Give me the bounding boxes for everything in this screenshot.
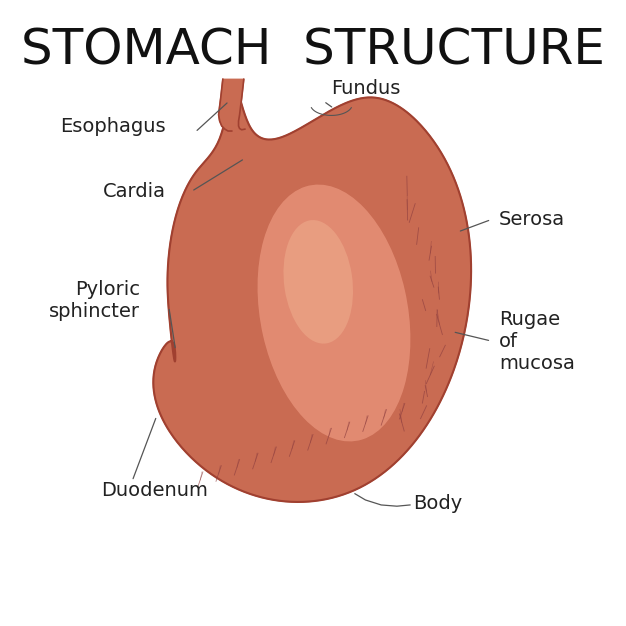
Text: Body: Body (413, 493, 462, 513)
Ellipse shape (284, 220, 353, 344)
Text: Rugae
of
mucosa: Rugae of mucosa (499, 309, 575, 372)
Text: Esophagus: Esophagus (61, 116, 166, 136)
Text: Pyloric
sphincter: Pyloric sphincter (49, 280, 140, 321)
Polygon shape (153, 83, 471, 502)
Polygon shape (218, 80, 245, 131)
Text: STOMACH  STRUCTURE: STOMACH STRUCTURE (21, 26, 605, 74)
Text: Duodenum: Duodenum (101, 481, 207, 500)
Text: Cardia: Cardia (103, 182, 166, 201)
Text: Fundus: Fundus (331, 79, 401, 98)
Text: Serosa: Serosa (499, 210, 565, 229)
Ellipse shape (257, 185, 411, 441)
